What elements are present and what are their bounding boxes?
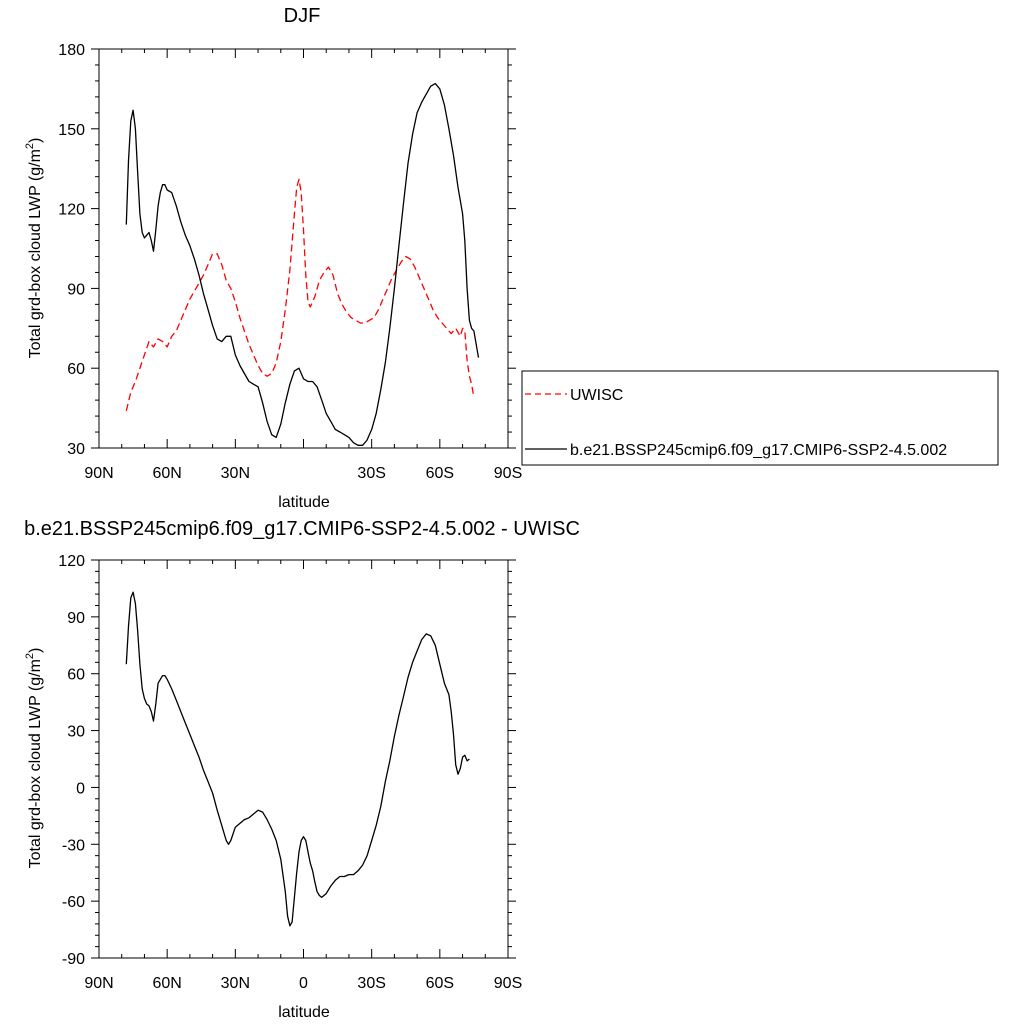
legend-box <box>521 370 999 466</box>
bottom-y-tick-label: 30 <box>67 724 85 741</box>
top-series-line-model <box>125 82 480 446</box>
top-ticks <box>91 48 516 449</box>
bottom-x-tick-labels: 90N 60N 30N 0 30S 60S 90S <box>84 975 522 992</box>
bottom-plot-frame <box>98 559 509 959</box>
top-y-tick-label: 150 <box>58 122 85 139</box>
bottom-series-group <box>125 591 470 927</box>
bottom-x-axis-label: latitude <box>278 1004 330 1021</box>
top-y-tick-label: 60 <box>67 361 85 378</box>
bottom-y-tick-label: 90 <box>67 610 85 627</box>
top-x-tick-label: 30S <box>357 465 385 482</box>
top-y-tick-label: 90 <box>67 281 85 298</box>
top-x-tick-labels: 90N 60N 30N 30S 60S 90S <box>84 465 522 482</box>
bottom-x-tick-label: 90N <box>84 975 113 992</box>
top-y-axis-label-sup: 2 <box>24 143 36 149</box>
bottom-y-axis-label-sup: 2 <box>24 653 36 659</box>
top-plot-frame <box>98 48 509 449</box>
top-y-tick-label: 120 <box>58 202 85 219</box>
top-y-axis-label-main: Total grd-box cloud LWP (g/m <box>27 149 44 358</box>
top-series-line-uwisc <box>125 178 475 411</box>
top-panel: DJF 90N 60N 30N 30S 60S 90S 30 60 90 120 150 180 l… <box>24 5 999 511</box>
bottom-y-tick-labels: -90 -60 -30 0 30 60 90 120 <box>58 553 85 968</box>
bottom-y-tick-label: 60 <box>67 667 85 684</box>
bottom-x-tick-label: 30N <box>221 975 250 992</box>
bottom-y-axis-label: Total grd-box cloud LWP (g/m2) <box>24 648 44 869</box>
bottom-x-tick-label: 60N <box>152 975 181 992</box>
top-chart-title: DJF <box>284 5 321 27</box>
bottom-y-tick-label: 120 <box>58 553 85 570</box>
bottom-x-tick-label: 60S <box>426 975 454 992</box>
bottom-y-tick-label: 0 <box>76 780 85 797</box>
top-x-tick-label: 90N <box>84 465 113 482</box>
top-series-group <box>125 82 480 446</box>
bottom-chart-title: b.e21.BSSP245cmip6.f09_g17.CMIP6-SSP2-4.… <box>24 518 580 540</box>
top-y-tick-label: 30 <box>67 441 85 458</box>
top-x-tick-label: 60N <box>152 465 181 482</box>
top-y-tick-label: 180 <box>58 42 85 59</box>
bottom-x-tick-label: 0 <box>299 975 308 992</box>
top-x-tick-label: 30N <box>221 465 250 482</box>
top-y-axis-label: Total grd-box cloud LWP (g/m2) <box>24 138 44 359</box>
top-y-axis-label-tail: ) <box>27 138 44 143</box>
top-x-tick-label: 60S <box>426 465 454 482</box>
legend: UWISC b.e21.BSSP245cmip6.f09_g17.CMIP6-S… <box>521 370 999 466</box>
bottom-ticks <box>91 559 516 959</box>
bottom-y-tick-label: -90 <box>62 951 85 968</box>
bottom-x-tick-label: 30S <box>357 975 385 992</box>
top-x-axis-label: latitude <box>278 494 330 511</box>
legend-label-uwisc: UWISC <box>570 387 623 404</box>
bottom-panel: b.e21.BSSP245cmip6.f09_g17.CMIP6-SSP2-4.… <box>24 518 580 1021</box>
legend-label-model: b.e21.BSSP245cmip6.f09_g17.CMIP6-SSP2-4.… <box>570 442 947 459</box>
bottom-y-tick-label: -30 <box>62 837 85 854</box>
bottom-y-tick-label: -60 <box>62 894 85 911</box>
bottom-series-line-difference <box>125 591 470 927</box>
bottom-x-tick-label: 90S <box>494 975 522 992</box>
bottom-y-axis-label-main: Total grd-box cloud LWP (g/m <box>27 659 44 868</box>
bottom-y-axis-label-tail: ) <box>27 648 44 653</box>
top-y-tick-labels: 30 60 90 120 150 180 <box>58 42 85 458</box>
top-x-tick-label: 90S <box>494 465 522 482</box>
